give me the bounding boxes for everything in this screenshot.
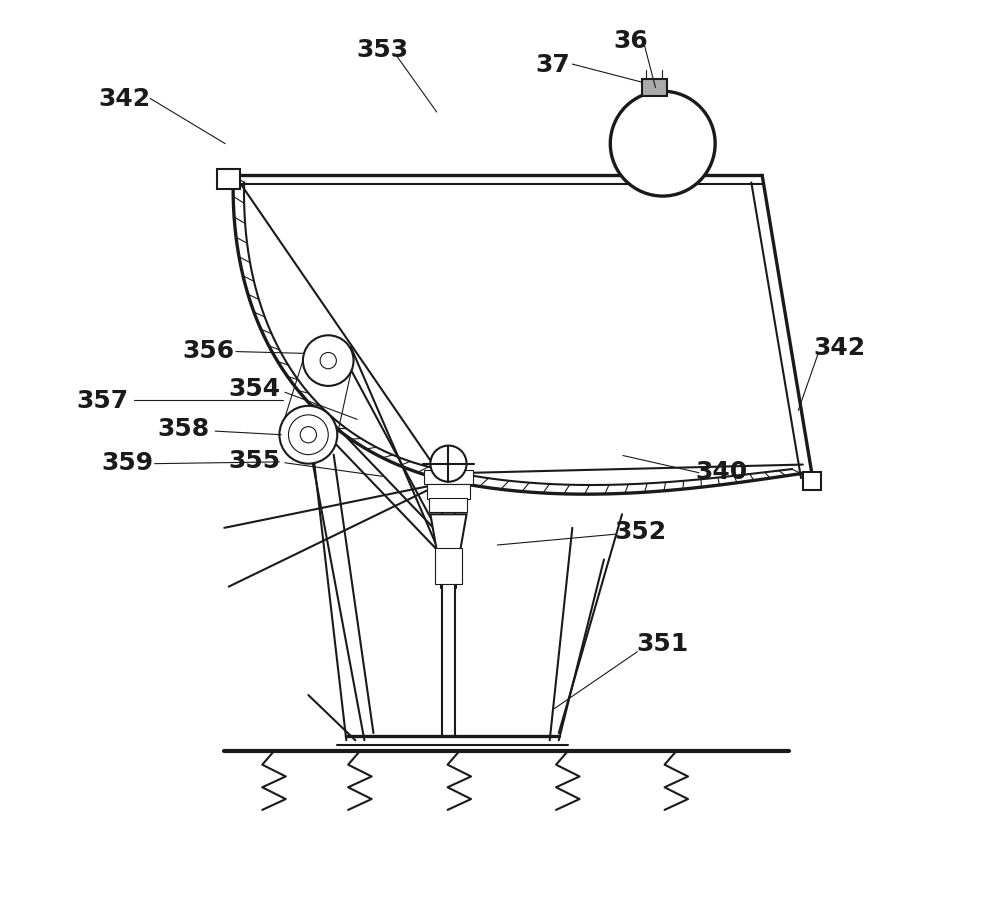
Text: 355: 355 [228, 449, 280, 472]
Text: 36: 36 [614, 29, 648, 52]
Bar [429, 498, 467, 513]
Text: 340: 340 [695, 460, 748, 483]
Bar [424, 470, 473, 485]
Text: 351: 351 [637, 631, 689, 655]
Text: 358: 358 [158, 417, 210, 441]
Bar [435, 548, 462, 584]
Polygon shape [430, 515, 467, 566]
Bar [803, 472, 821, 490]
Text: 354: 354 [228, 377, 280, 400]
Bar [217, 170, 240, 190]
Circle shape [610, 92, 715, 197]
Circle shape [430, 446, 467, 482]
Circle shape [279, 406, 337, 464]
Text: 342: 342 [99, 88, 151, 111]
Circle shape [320, 353, 336, 369]
Text: 352: 352 [614, 519, 666, 543]
Text: 357: 357 [76, 389, 128, 413]
Bar [427, 485, 470, 499]
Text: 37: 37 [535, 53, 570, 77]
Circle shape [300, 427, 316, 443]
Text: 356: 356 [183, 339, 235, 362]
Circle shape [303, 336, 354, 386]
Bar [642, 80, 667, 97]
Text: 353: 353 [356, 38, 409, 61]
Text: 359: 359 [101, 451, 154, 474]
Text: 342: 342 [813, 336, 865, 359]
Circle shape [288, 415, 328, 455]
